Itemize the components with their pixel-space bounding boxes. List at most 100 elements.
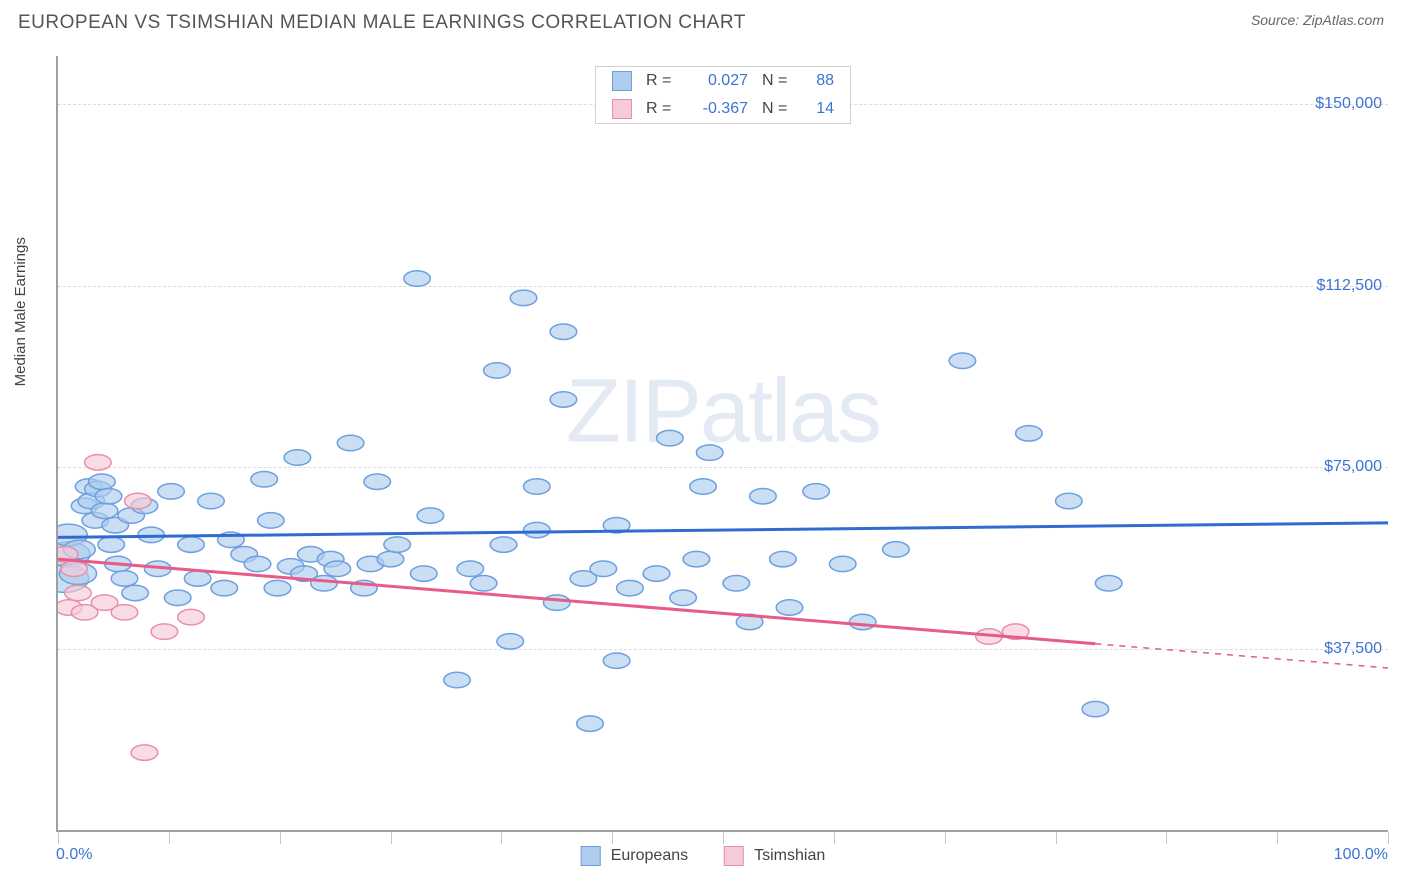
- data-point: [184, 571, 211, 586]
- data-point: [603, 653, 630, 668]
- data-point: [251, 472, 278, 487]
- x-tick: [612, 832, 613, 844]
- data-point: [683, 551, 710, 566]
- data-point: [849, 614, 876, 629]
- data-point: [690, 479, 717, 494]
- legend-swatch: [612, 99, 632, 119]
- data-point: [590, 561, 617, 576]
- legend-r-label: R =: [646, 72, 674, 90]
- x-axis-max-label: 100.0%: [1334, 846, 1388, 864]
- data-point: [1056, 493, 1083, 508]
- x-tick: [1166, 832, 1167, 844]
- data-point: [1082, 701, 1109, 716]
- x-tick: [58, 832, 59, 844]
- data-point: [337, 435, 364, 450]
- x-tick: [391, 832, 392, 844]
- data-point: [164, 590, 191, 605]
- data-point: [151, 624, 178, 639]
- data-point: [643, 566, 670, 581]
- legend-label: Europeans: [611, 847, 688, 865]
- data-point: [98, 537, 125, 552]
- trend-line-extrap: [1095, 644, 1388, 668]
- x-tick: [1056, 832, 1057, 844]
- legend-label: Tsimshian: [754, 847, 825, 865]
- data-point: [829, 556, 856, 571]
- data-point: [91, 503, 118, 518]
- x-axis-min-label: 0.0%: [56, 846, 92, 864]
- data-point: [264, 580, 291, 595]
- x-tick: [1277, 832, 1278, 844]
- y-axis-label: Median Male Earnings: [12, 237, 29, 386]
- data-point: [85, 455, 112, 470]
- x-tick: [501, 832, 502, 844]
- legend-swatch: [581, 846, 601, 866]
- chart-title: EUROPEAN VS TSIMSHIAN MEDIAN MALE EARNIN…: [18, 12, 746, 34]
- legend-n-label: N =: [762, 100, 790, 118]
- data-point: [550, 392, 577, 407]
- data-point: [1095, 576, 1122, 591]
- data-point: [417, 508, 444, 523]
- data-point: [577, 716, 604, 731]
- data-point: [364, 474, 391, 489]
- legend-r-value: 0.027: [688, 72, 748, 90]
- data-point: [65, 585, 92, 600]
- data-point: [670, 590, 697, 605]
- data-point: [657, 430, 684, 445]
- data-point: [550, 324, 577, 339]
- x-tick: [1388, 832, 1389, 844]
- data-point: [311, 576, 338, 591]
- data-point: [457, 561, 484, 576]
- legend-r-value: -0.367: [688, 100, 748, 118]
- data-point: [803, 484, 830, 499]
- data-point: [490, 537, 517, 552]
- legend-n-value: 88: [804, 72, 834, 90]
- data-point: [750, 488, 777, 503]
- legend-row: R = 0.027 N = 88: [596, 67, 850, 95]
- source-label: Source: ZipAtlas.com: [1251, 12, 1384, 28]
- data-point: [377, 551, 404, 566]
- data-point: [510, 290, 537, 305]
- legend-row: R = -0.367 N = 14: [596, 95, 850, 123]
- legend-swatch: [612, 71, 632, 91]
- data-point: [95, 488, 122, 503]
- data-point: [543, 595, 570, 610]
- data-point: [776, 600, 803, 615]
- plot-area: ZIPatlas R =0.027N =88R =-0.367N =14 $37…: [56, 56, 1388, 832]
- x-tick: [169, 832, 170, 844]
- legend-r-label: R =: [646, 100, 674, 118]
- legend-n-value: 14: [804, 100, 834, 118]
- correlation-legend: R = 0.027 N = 88 R = -0.367 N = 14: [595, 66, 851, 124]
- data-point: [524, 522, 551, 537]
- data-point: [244, 556, 271, 571]
- data-point: [89, 474, 116, 489]
- data-point: [258, 513, 285, 528]
- legend-n-label: N =: [762, 72, 790, 90]
- trend-line: [58, 523, 1388, 538]
- data-point: [883, 542, 910, 557]
- data-point: [324, 561, 351, 576]
- data-point: [178, 537, 205, 552]
- data-point: [284, 450, 311, 465]
- plot-svg: [58, 56, 1388, 830]
- data-point: [178, 609, 205, 624]
- legend-swatch: [724, 846, 744, 866]
- x-tick: [280, 832, 281, 844]
- data-point: [1016, 426, 1043, 441]
- chart-container: Median Male Earnings ZIPatlas R =0.027N …: [18, 48, 1388, 874]
- data-point: [723, 576, 750, 591]
- legend-item: Europeans: [581, 846, 688, 866]
- data-point: [524, 479, 551, 494]
- data-point: [122, 585, 149, 600]
- data-point: [404, 271, 431, 286]
- legend-item: Tsimshian: [724, 846, 825, 866]
- data-point: [111, 605, 138, 620]
- data-point: [131, 745, 158, 760]
- series-legend: Europeans Tsimshian: [581, 846, 826, 866]
- data-point: [484, 363, 511, 378]
- data-point: [470, 576, 497, 591]
- data-point: [444, 672, 471, 687]
- data-point: [410, 566, 437, 581]
- data-point: [61, 561, 88, 576]
- data-point: [384, 537, 411, 552]
- data-point: [949, 353, 976, 368]
